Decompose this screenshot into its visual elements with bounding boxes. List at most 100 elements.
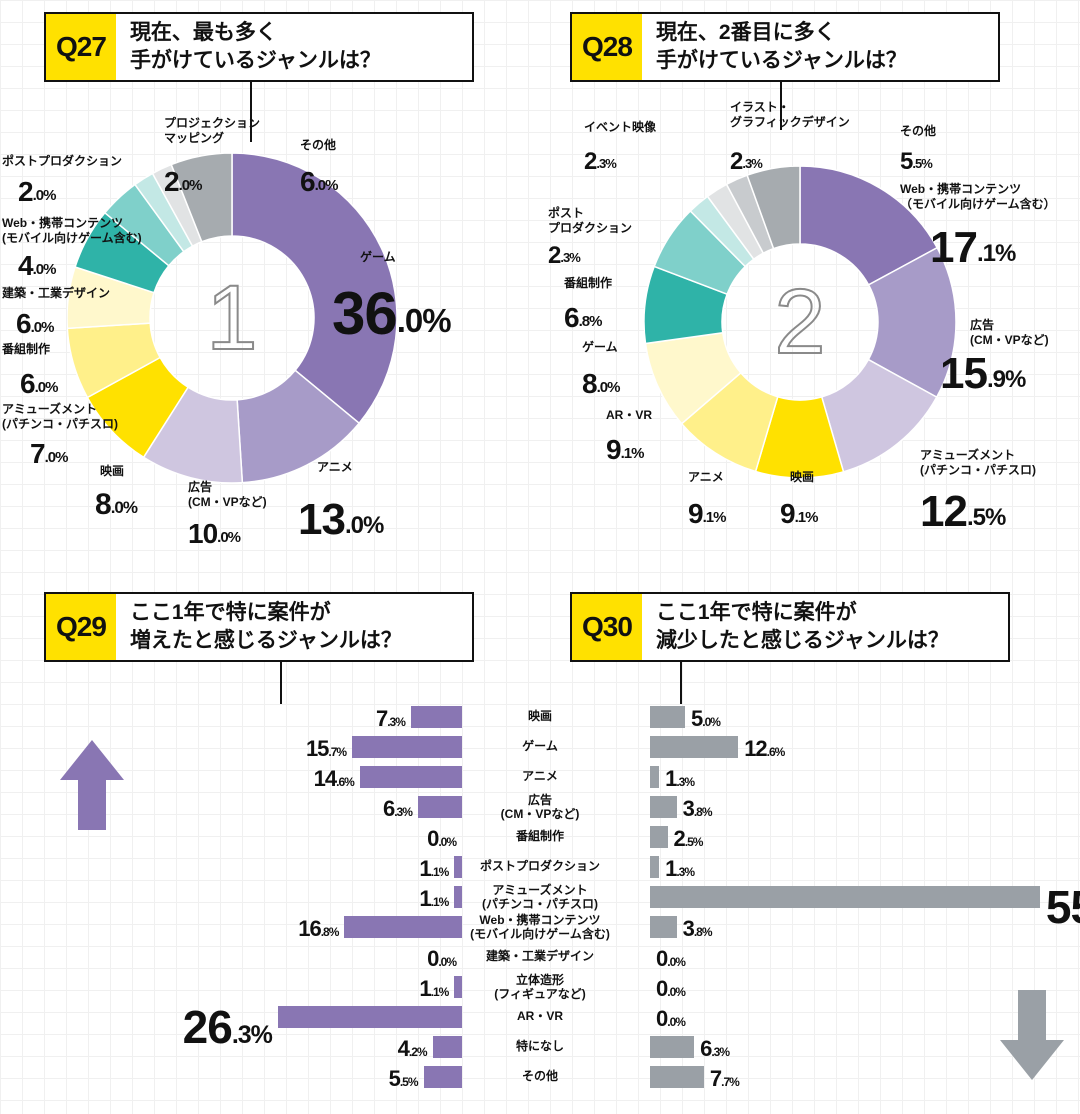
bar-left-value: 1.1% bbox=[419, 976, 448, 1002]
slice-label: ポスト プロダクション bbox=[548, 206, 632, 236]
slice-percent: 10.0% bbox=[188, 520, 240, 548]
slice-percent: 9.1% bbox=[688, 500, 725, 528]
bar-right bbox=[650, 886, 1040, 908]
bar-left bbox=[424, 1066, 463, 1088]
slice-label: ゲーム bbox=[360, 250, 396, 265]
bar-left-value: 15.7% bbox=[306, 736, 346, 762]
slice-percent: 2.0% bbox=[18, 178, 55, 206]
question-badge: Q29 bbox=[46, 594, 116, 660]
bar-left bbox=[352, 736, 462, 758]
donut-center-numeral: 2 bbox=[644, 166, 956, 478]
question-title: ここ1年で特に案件が 減少したと感じるジャンルは？ bbox=[642, 594, 967, 660]
slice-label: アニメ bbox=[688, 470, 724, 485]
bar-left-value: 6.3% bbox=[383, 796, 412, 822]
bar-right-value: 7.7% bbox=[710, 1066, 739, 1092]
bar-left bbox=[418, 796, 462, 818]
bar-category: 立体造形 (フィギュアなど) bbox=[494, 974, 586, 1002]
bar-right bbox=[650, 706, 685, 728]
question-badge: Q30 bbox=[572, 594, 642, 660]
slice-percent: 7.0% bbox=[30, 440, 67, 468]
slice-label: ゲーム bbox=[582, 340, 618, 355]
question-title: 現在、2番目に多く 手がけているジャンルは？ bbox=[642, 14, 925, 80]
slice-percent: 4.0% bbox=[18, 252, 55, 280]
bar-category: Web・携帯コンテンツ (モバイル向けゲーム含む) bbox=[470, 914, 610, 942]
slice-percent: 6.8% bbox=[564, 304, 601, 332]
bar-right-value: 0.0% bbox=[656, 976, 685, 1002]
slice-label: ポストプロダクション bbox=[2, 154, 122, 169]
question-header: Q30ここ1年で特に案件が 減少したと感じるジャンルは？ bbox=[570, 592, 1010, 662]
slice-label: その他 bbox=[300, 138, 336, 153]
bar-category: アニメ bbox=[522, 770, 558, 784]
bar-left bbox=[344, 916, 462, 938]
slice-label: 映画 bbox=[100, 464, 124, 479]
slice-label: 建築・工業デザイン bbox=[2, 286, 110, 301]
slice-label: AR・VR bbox=[606, 408, 652, 423]
bar-right-value: 12.6% bbox=[744, 736, 784, 762]
slice-percent: 2.3% bbox=[584, 150, 616, 174]
slice-percent: 9.1% bbox=[606, 436, 643, 464]
question-header: Q27現在、最も多く 手がけているジャンルは？ bbox=[44, 12, 474, 82]
slice-percent: 2.3% bbox=[730, 150, 762, 174]
slice-percent: 15.9% bbox=[940, 352, 1025, 396]
bar-left bbox=[454, 976, 462, 998]
slice-label: プロジェクション マッピング bbox=[164, 116, 260, 146]
bar-right-value: 1.3% bbox=[665, 856, 694, 882]
bar-right bbox=[650, 916, 677, 938]
bar-right bbox=[650, 1066, 704, 1088]
slice-label: その他 bbox=[900, 124, 936, 139]
bar-left-value: 26.3% bbox=[183, 1000, 272, 1054]
bar-right-value: 6.3% bbox=[700, 1036, 729, 1062]
question-title: ここ1年で特に案件が 増えたと感じるジャンルは？ bbox=[116, 594, 420, 660]
bar-right-value: 5.0% bbox=[691, 706, 720, 732]
bar-left-value: 0.0% bbox=[427, 826, 456, 852]
slice-percent: 2.0% bbox=[164, 168, 201, 196]
slice-label: アミューズメント (パチンコ・パチスロ) bbox=[2, 402, 118, 432]
slice-label: アミューズメント (パチンコ・パチスロ) bbox=[920, 448, 1036, 478]
slice-percent: 6.0% bbox=[16, 310, 53, 338]
slice-percent: 36.0% bbox=[332, 284, 451, 344]
bar-right bbox=[650, 1036, 694, 1058]
bar-right bbox=[650, 766, 659, 788]
bar-category: アミューズメント (パチンコ・パチスロ) bbox=[482, 884, 598, 912]
bar-category: 特になし bbox=[516, 1040, 564, 1054]
bar-left-value: 14.6% bbox=[314, 766, 354, 792]
slice-percent: 8.0% bbox=[582, 370, 619, 398]
slice-percent: 12.5% bbox=[920, 490, 1005, 534]
slice-label: アニメ bbox=[317, 460, 353, 475]
bar-left bbox=[454, 886, 462, 908]
bar-left-value: 1.1% bbox=[419, 856, 448, 882]
bar-left-value: 1.1% bbox=[419, 886, 448, 912]
bar-right-value: 3.8% bbox=[683, 916, 712, 942]
bar-category: 建築・工業デザイン bbox=[486, 950, 594, 964]
bar-left-value: 5.5% bbox=[389, 1066, 418, 1092]
slice-percent: 5.5% bbox=[900, 150, 932, 174]
bar-right-value: 0.0% bbox=[656, 946, 685, 972]
bar-right bbox=[650, 826, 668, 848]
question-title: 現在、最も多く 手がけているジャンルは？ bbox=[116, 14, 399, 80]
bar-category: 映画 bbox=[528, 710, 552, 724]
bar-left-value: 16.8% bbox=[298, 916, 338, 942]
donut-chart: 2 bbox=[644, 166, 956, 478]
slice-label: 番組制作 bbox=[564, 276, 612, 291]
bar-right-value: 3.8% bbox=[683, 796, 712, 822]
question-badge: Q28 bbox=[572, 14, 642, 80]
bar-left bbox=[454, 856, 462, 878]
bar-category: 番組制作 bbox=[516, 830, 564, 844]
question-header: Q28現在、2番目に多く 手がけているジャンルは？ bbox=[570, 12, 1000, 82]
bar-category: 広告 (CM・VPなど) bbox=[501, 794, 580, 822]
slice-percent: 6.0% bbox=[20, 370, 57, 398]
question-badge: Q27 bbox=[46, 14, 116, 80]
bar-category: AR・VR bbox=[517, 1010, 563, 1024]
question-header: Q29ここ1年で特に案件が 増えたと感じるジャンルは？ bbox=[44, 592, 474, 662]
slice-label: イベント映像 bbox=[584, 120, 656, 135]
bar-right-value: 1.3% bbox=[665, 766, 694, 792]
bar-left bbox=[433, 1036, 462, 1058]
slice-percent: 6.0% bbox=[300, 168, 337, 196]
bar-right bbox=[650, 736, 738, 758]
slice-percent: 2.3% bbox=[548, 244, 580, 268]
slice-label: 広告 (CM・VPなど) bbox=[970, 318, 1049, 348]
bar-right bbox=[650, 856, 659, 878]
slice-label: イラスト・ グラフィックデザイン bbox=[730, 100, 850, 130]
bar-left bbox=[411, 706, 462, 728]
slice-label: 映画 bbox=[790, 470, 814, 485]
